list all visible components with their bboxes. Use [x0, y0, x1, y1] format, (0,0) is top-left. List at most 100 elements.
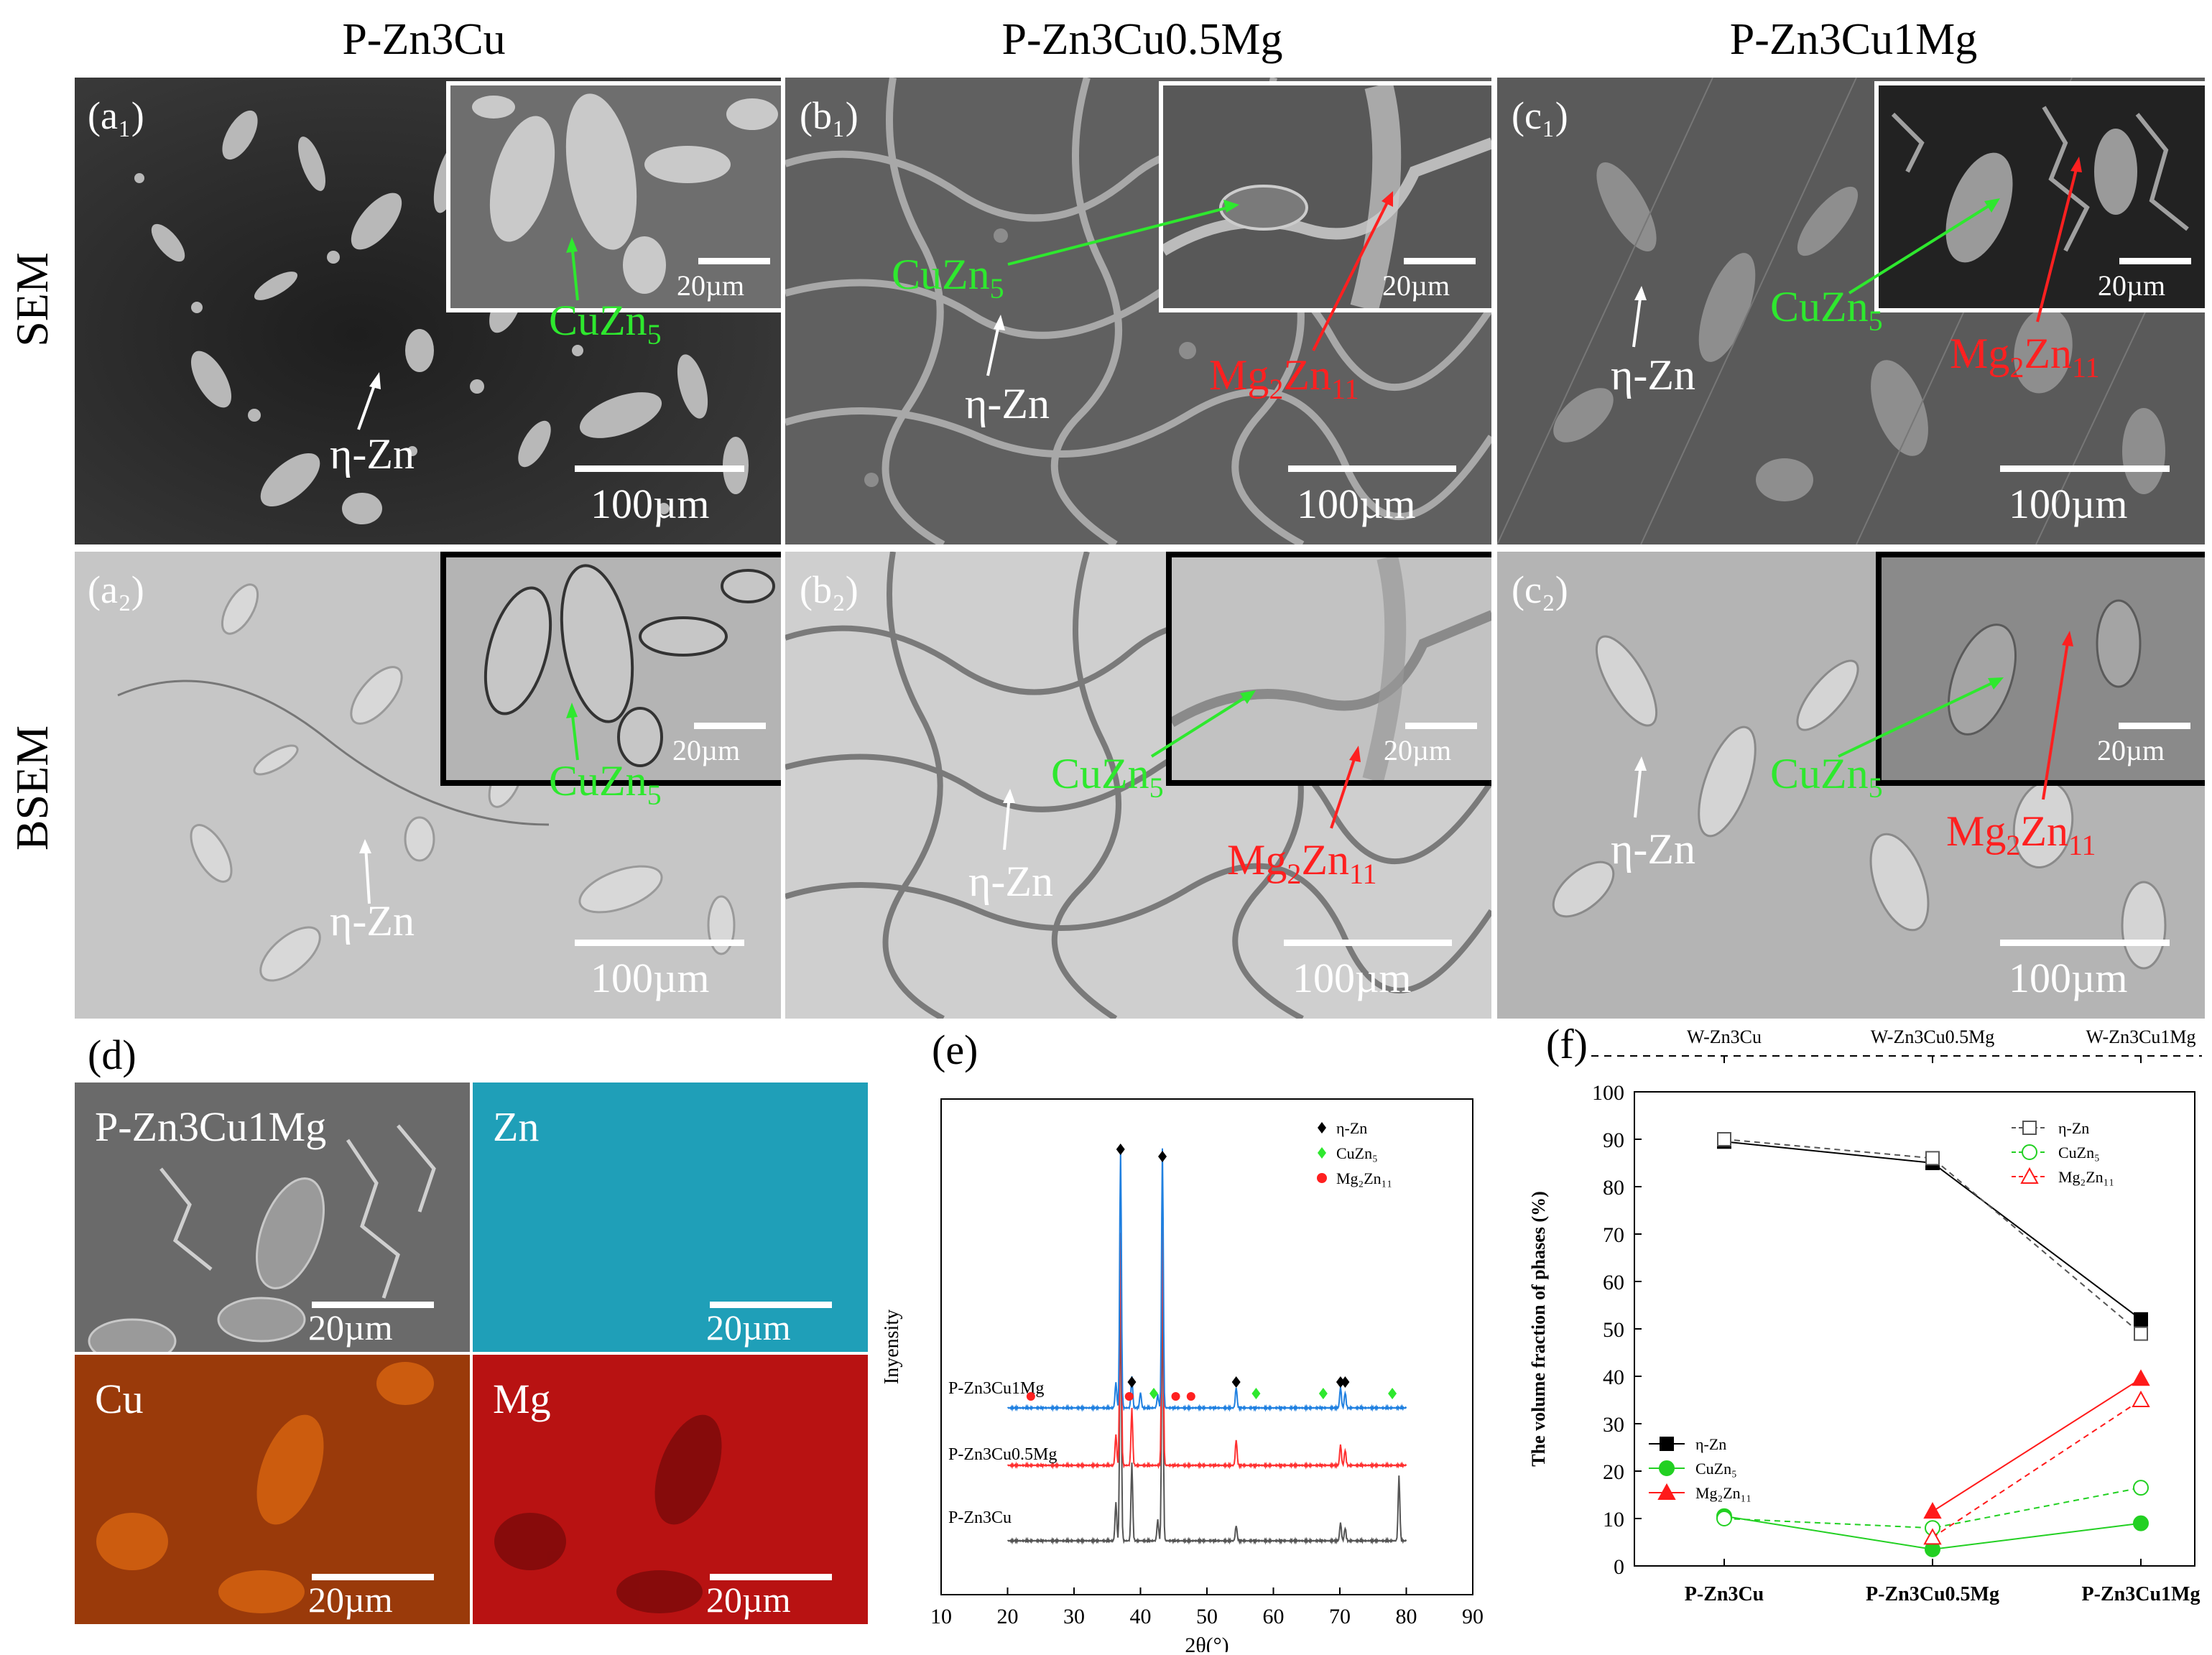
inset-b1-texture	[1163, 85, 1491, 308]
vf-legend-marker	[2020, 1167, 2039, 1184]
eds-map-zn: Zn 20µm	[473, 1083, 868, 1352]
vf-legend-marker	[1659, 1460, 1675, 1476]
micrograph-b2: (b₂) 20µm CuZn5 Mg2Zn11 η-Zn 100µm	[785, 552, 1491, 1019]
scale-text-c1: 100µm	[2009, 481, 2128, 527]
vf-legend-text: CuZn₅	[2058, 1144, 2100, 1162]
vf-point-W-triangle	[2132, 1390, 2150, 1407]
vf-point-W-square	[2134, 1326, 2148, 1341]
eds-map-cu-label: Cu	[95, 1376, 144, 1422]
xrd-marker-cuzn5	[1318, 1388, 1328, 1399]
vf-point-W-circle	[1716, 1511, 1732, 1526]
column-title-p-zn3cu: P-Zn3Cu	[342, 15, 506, 64]
inset-c1: 20µm	[1874, 81, 2205, 312]
label-mg2zn11-c2: Mg2Zn11	[1946, 807, 2096, 861]
vf-ylabel: The volume fraction of phases (%)	[1528, 1191, 1549, 1466]
arrows-b1	[986, 191, 1393, 376]
xrd-marker-mg2zn11	[1026, 1392, 1035, 1401]
inset-scalebar-b1	[1404, 258, 1476, 264]
label-mg2zn11-c1: Mg2Zn11	[1950, 330, 2100, 384]
eds-scale-text-sem: 20µm	[308, 1307, 393, 1348]
panel-label-c1: (c₁)	[1512, 94, 1568, 137]
vf-ytick-label: 40	[1603, 1366, 1624, 1389]
xrd-xtick-label: 90	[1462, 1605, 1484, 1628]
row-label-bsem: BSEM	[6, 725, 57, 851]
vf-point-P-triangle	[2132, 1369, 2150, 1386]
eds-scalebar-mg	[710, 1574, 832, 1580]
micrograph-b1: (b₁) 20µm CuZn5 Mg2Zn11 η-Zn 100µm	[785, 78, 1491, 544]
eds-scale-text-mg: 20µm	[706, 1580, 791, 1620]
xrd-marker-eta-zn	[1341, 1376, 1350, 1388]
micrograph-c2: (c₂) 20µm CuZn5 Mg2Zn11 η-Zn 100µm	[1497, 552, 2205, 1019]
inset-scalebar-c1	[2119, 258, 2191, 264]
eds-map-sem-texture	[75, 1083, 470, 1352]
scalebar-c2	[2000, 940, 2170, 946]
xrd-xtick-label: 40	[1130, 1605, 1152, 1628]
inset-c2-texture	[1882, 557, 2205, 780]
xrd-legend-marker	[1318, 1147, 1326, 1159]
panel-label-f: (f)	[1546, 1021, 1588, 1067]
eds-scale-text-zn: 20µm	[706, 1307, 791, 1348]
micrograph-c1: (c₁) 20µm CuZn5 Mg2Zn11 η-Zn 100µm	[1497, 78, 2205, 544]
xrd-xtick-label: 50	[1196, 1605, 1218, 1628]
inset-a2: 20µm	[440, 552, 781, 786]
inset-b2-texture	[1172, 557, 1491, 780]
scalebar-b1	[1288, 465, 1456, 472]
xrd-plot-frame	[940, 1098, 1473, 1595]
vf-ytick-label: 80	[1603, 1176, 1624, 1200]
arrows-c2	[1634, 631, 2073, 818]
inset-scalebar-c2	[2119, 723, 2190, 729]
panel-label-e: (e)	[932, 1026, 978, 1073]
label-eta-zn-a2: η-Zn	[330, 897, 415, 945]
vf-top-tick-label: W-Zn3Cu1Mg	[2086, 1026, 2195, 1047]
vf-legend-marker	[2022, 1144, 2037, 1160]
vf-ytick-label: 60	[1603, 1271, 1624, 1294]
scale-text-a1: 100µm	[591, 481, 710, 527]
inset-b2: 20µm	[1166, 552, 1491, 786]
eds-map-mg: Mg 20µm	[473, 1355, 868, 1624]
xrd-xtick-label: 20	[997, 1605, 1019, 1628]
xrd-xtick-label: 80	[1396, 1605, 1417, 1628]
row-label-sem: SEM	[6, 252, 57, 347]
xrd-xtick-label: 10	[930, 1605, 952, 1628]
eds-scale-text-cu: 20µm	[308, 1580, 393, 1620]
xrd-marker-eta-zn	[1158, 1151, 1167, 1162]
xrd-marker-eta-zn	[1127, 1376, 1137, 1388]
vf-point-W-triangle	[1923, 1528, 1942, 1545]
vf-ytick-label: 50	[1603, 1318, 1624, 1342]
eds-map-mg-label: Mg	[493, 1376, 551, 1422]
vf-legend-marker	[1660, 1437, 1674, 1451]
scalebar-a1	[575, 465, 744, 472]
vf-point-P-triangle	[1923, 1502, 1942, 1519]
vf-xtick-label: P-Zn3Cu1Mg	[2082, 1583, 2201, 1605]
vf-line-P-triangle	[1932, 1378, 2142, 1512]
inset-a2-texture	[446, 557, 781, 780]
vf-xtick-label: P-Zn3Cu0.5Mg	[1866, 1583, 1999, 1605]
scalebar-a2	[575, 940, 744, 946]
inset-scalebar-a1	[698, 258, 770, 264]
vf-point-W-circle	[2133, 1480, 2149, 1496]
inset-b1: 20µm	[1159, 81, 1491, 312]
panel-label-b2: (b₂)	[800, 568, 859, 611]
arrows-a1	[357, 237, 579, 430]
xrd-marker-eta-zn	[1116, 1144, 1125, 1155]
micrograph-a1: (a₁) 20µm CuZn5 η-Zn 100µm	[75, 78, 781, 544]
xrd-legend-text: Mg₂Zn₁₁	[1336, 1169, 1392, 1187]
vf-legend-marker	[2022, 1121, 2037, 1135]
panel-label-b1: (b₁)	[800, 94, 859, 137]
vf-ytick-label: 90	[1603, 1128, 1624, 1152]
inset-a1-texture	[450, 85, 781, 308]
vf-legend-text: η-Zn	[1695, 1435, 1726, 1453]
arrows-a2	[359, 703, 579, 904]
panel-label-d: (d)	[88, 1032, 136, 1078]
label-cuzn5-b2: CuZn5	[1051, 750, 1164, 804]
inset-scale-text-c2: 20µm	[2097, 734, 2165, 766]
panel-label-a2: (a₂)	[88, 568, 144, 611]
vf-top-tick-label: W-Zn3Cu0.5Mg	[1871, 1026, 1995, 1047]
xrd-marker-cuzn5	[1149, 1388, 1158, 1399]
scale-text-c2: 100µm	[2009, 955, 2128, 1001]
xrd-legend-marker	[1318, 1122, 1326, 1134]
vf-xtick-label: P-Zn3Cu	[1685, 1583, 1764, 1605]
eds-map-zn-label: Zn	[493, 1103, 540, 1150]
vf-line-W-triangle	[1932, 1399, 2142, 1539]
inset-scale-text-a2: 20µm	[672, 734, 741, 766]
